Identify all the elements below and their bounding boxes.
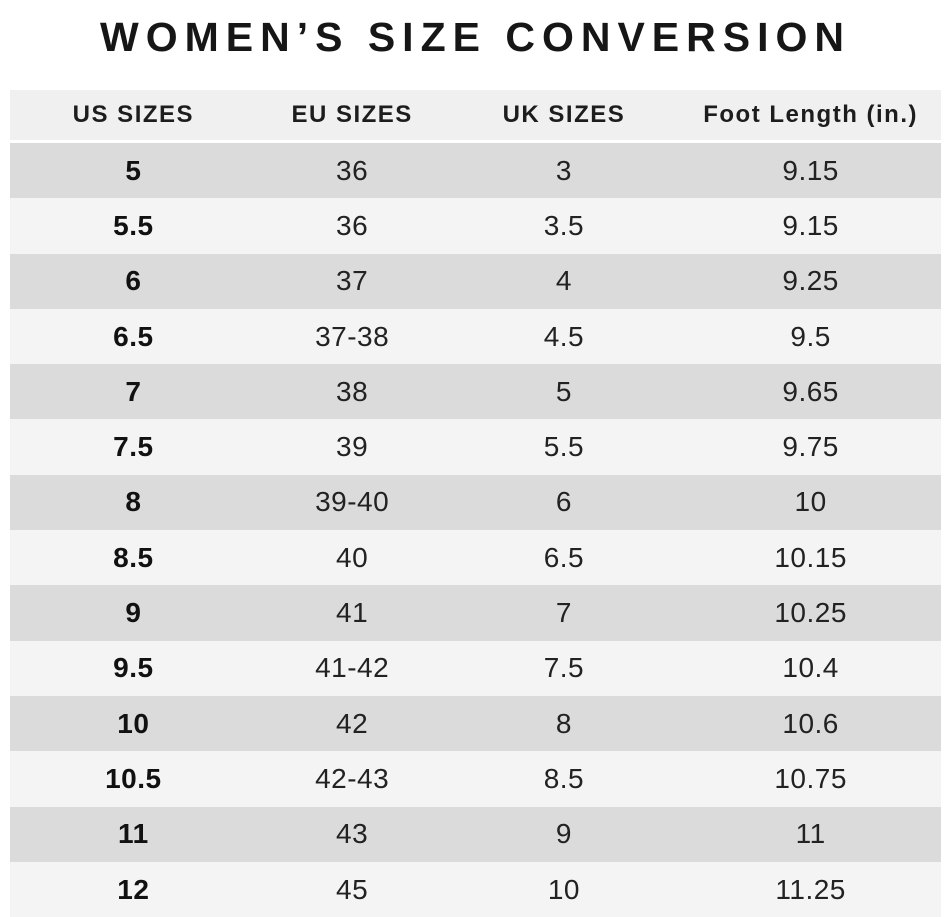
- table-row: 8 39-40 6 10: [10, 474, 941, 531]
- cell-eu-size: 39: [336, 431, 369, 463]
- cell-foot-length: 10.25: [774, 597, 847, 629]
- table-row: 5 36 3 9.15: [10, 143, 941, 199]
- page-title: WOMEN’S SIZE CONVERSION: [100, 14, 851, 60]
- cell-foot-length: 10.15: [774, 541, 847, 573]
- cell-foot-length: 9.65: [782, 375, 839, 407]
- table-row: 6 37 4 9.25: [10, 253, 941, 309]
- cell-eu-size: 36: [336, 209, 369, 241]
- cell-uk-size: 8: [555, 707, 572, 739]
- column-header-foot-length: Foot Length (in.): [703, 101, 919, 128]
- cell-foot-length: 11: [795, 818, 826, 850]
- cell-us-size: 5: [125, 154, 142, 186]
- column-header-us-sizes: US SIZES: [72, 101, 195, 128]
- cell-eu-size: 40: [336, 541, 369, 573]
- cell-us-size: 6.5: [113, 320, 154, 352]
- table-row: 8.5 40 6.5 10.15: [10, 530, 941, 586]
- column-header-eu-sizes: EU SIZES: [291, 101, 413, 128]
- cell-us-size: 5.5: [113, 209, 154, 241]
- cell-foot-length: 10.6: [782, 707, 839, 739]
- cell-foot-length: 10: [794, 486, 827, 518]
- cell-us-size: 10.5: [105, 762, 162, 794]
- table-header-row: US SIZES EU SIZES UK SIZES Foot Length (…: [10, 90, 941, 143]
- table-row: 5.5 36 3.5 9.15: [10, 198, 941, 254]
- size-conversion-table: US SIZES EU SIZES UK SIZES Foot Length (…: [10, 90, 941, 917]
- cell-foot-length: 9.15: [782, 209, 839, 241]
- cell-uk-size: 6: [555, 486, 572, 518]
- cell-foot-length: 10.4: [782, 652, 839, 684]
- table-row: 11 43 9 11: [10, 806, 941, 862]
- cell-uk-size: 5: [555, 375, 572, 407]
- cell-eu-size: 39-40: [315, 486, 390, 518]
- cell-uk-size: 3: [555, 154, 572, 186]
- table-row: 7.5 39 5.5 9.75: [10, 419, 941, 475]
- cell-uk-size: 4: [555, 265, 572, 297]
- cell-foot-length: 9.25: [782, 265, 839, 297]
- cell-eu-size: 37: [336, 265, 369, 297]
- cell-uk-size: 6.5: [543, 541, 585, 573]
- cell-foot-length: 10.75: [774, 762, 847, 794]
- table-row: 7 38 5 9.65: [10, 364, 941, 420]
- table-row: 10 42 8 10.6: [10, 695, 941, 752]
- cell-uk-size: 7.5: [543, 652, 585, 684]
- cell-foot-length: 9.15: [782, 154, 839, 186]
- cell-uk-size: 9: [555, 818, 572, 850]
- table-body: 5 36 3 9.15 5.5 36 3.5 9.15 6 37 4 9.25 …: [10, 143, 941, 917]
- cell-us-size: 10: [117, 707, 150, 739]
- cell-us-size: 12: [117, 873, 150, 905]
- table-row: 12 45 10 11.25: [10, 861, 941, 917]
- cell-eu-size: 41: [336, 597, 369, 629]
- cell-foot-length: 9.75: [782, 431, 839, 463]
- cell-uk-size: 8.5: [543, 762, 585, 794]
- cell-uk-size: 7: [555, 597, 572, 629]
- cell-us-size: 7: [125, 375, 142, 407]
- cell-uk-size: 4.5: [543, 320, 585, 352]
- table-row: 9.5 41-42 7.5 10.4: [10, 640, 941, 696]
- cell-us-size: 7.5: [113, 431, 154, 463]
- table-row: 10.5 42-43 8.5 10.75: [10, 751, 941, 807]
- cell-foot-length: 11.25: [775, 873, 846, 905]
- cell-us-size: 9.5: [113, 652, 154, 684]
- cell-us-size: 9: [125, 597, 142, 629]
- cell-eu-size: 36: [336, 154, 369, 186]
- table-row: 9 41 7 10.25: [10, 585, 941, 641]
- column-header-uk-sizes: UK SIZES: [502, 101, 626, 128]
- cell-eu-size: 37-38: [315, 320, 390, 352]
- cell-us-size: 6: [125, 265, 142, 297]
- table-row: 6.5 37-38 4.5 9.5: [10, 308, 941, 365]
- cell-eu-size: 45: [336, 873, 369, 905]
- cell-eu-size: 42-43: [315, 762, 390, 794]
- cell-us-size: 8.5: [113, 541, 154, 573]
- cell-uk-size: 5.5: [543, 431, 585, 463]
- cell-eu-size: 41-42: [315, 652, 390, 684]
- cell-eu-size: 38: [336, 375, 369, 407]
- cell-foot-length: 9.5: [790, 320, 831, 352]
- cell-eu-size: 42: [336, 707, 369, 739]
- cell-eu-size: 43: [336, 818, 369, 850]
- cell-uk-size: 3.5: [543, 209, 585, 241]
- cell-us-size: 8: [125, 486, 142, 518]
- cell-us-size: 11: [118, 818, 149, 850]
- cell-uk-size: 10: [547, 873, 580, 905]
